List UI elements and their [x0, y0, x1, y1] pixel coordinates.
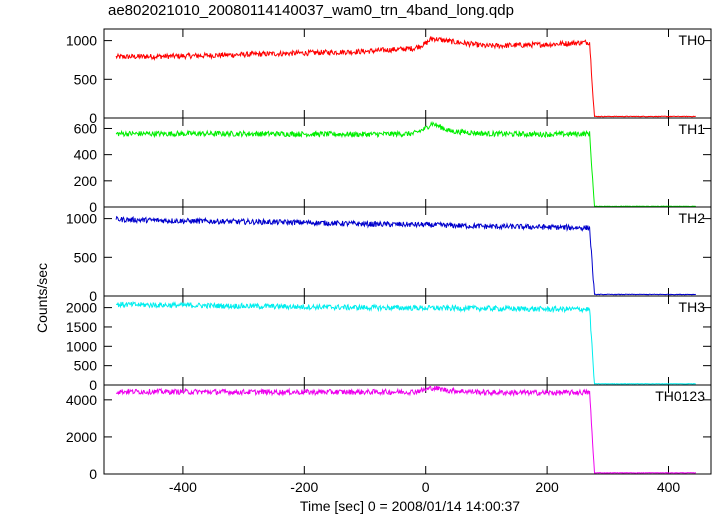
- x-axis-label: Time [sec] 0 = 2008/01/14 14:00:37: [299, 498, 521, 514]
- x-tick-label: 200: [535, 479, 559, 495]
- panel-th1: 0 200 400 600 TH1: [74, 117, 712, 215]
- panel-th3: 0 500 1000 1500 2000 TH3: [66, 295, 712, 393]
- series-label: TH0123: [655, 388, 705, 404]
- y-tick-label: 1000: [66, 211, 97, 227]
- chart-title: ae802021010_20080114140037_wam0_trn_4ban…: [108, 2, 514, 19]
- y-tick-label: 600: [74, 120, 98, 136]
- y-tick-label: 0: [89, 110, 97, 126]
- y-tick-label: 0: [89, 199, 97, 215]
- series-line-th1: [115, 121, 696, 208]
- panel-th2: 0 500 1000 TH2: [66, 206, 712, 304]
- y-tick-label: 400: [74, 147, 98, 163]
- y-tick-label: 0: [89, 288, 97, 304]
- panels-group: 0 500 1000 TH0 0 200 400 600 TH1 0 500 1000 TH2 0 500 1…: [66, 28, 712, 482]
- series-line-th0123: [115, 385, 697, 474]
- x-tick-label: -200: [290, 479, 318, 495]
- panel-th0: 0 500 1000 TH0: [66, 28, 712, 126]
- series-line-th0: [115, 35, 696, 118]
- y-tick-label: 500: [74, 249, 98, 265]
- y-tick-label: 1000: [66, 33, 97, 49]
- series-line-th3: [115, 300, 696, 385]
- y-tick-label: 500: [74, 358, 98, 374]
- x-tick-label: 0: [422, 479, 430, 495]
- y-tick-label: 2000: [66, 429, 97, 445]
- series-label: TH3: [679, 299, 706, 315]
- y-tick-label: 4000: [66, 392, 97, 408]
- panel-th0123: 0 2000 4000 TH0123: [66, 384, 712, 482]
- y-tick-label: 1500: [66, 319, 97, 335]
- y-tick-label: 0: [89, 466, 97, 482]
- y-tick-label: 2000: [66, 300, 97, 316]
- y-tick-label: 500: [74, 71, 98, 87]
- series-label: TH2: [679, 210, 706, 226]
- series-label: TH1: [679, 121, 706, 137]
- series-line-th2: [115, 215, 697, 296]
- panel-frame: [103, 384, 712, 475]
- y-tick-label: 200: [74, 173, 98, 189]
- x-tick-label: -400: [169, 479, 197, 495]
- y-tick-label: 1000: [66, 338, 97, 354]
- x-tick-label: 400: [657, 479, 681, 495]
- x-tick-labels: -400 -200 0 200 400: [169, 479, 681, 495]
- y-tick-label: 0: [89, 377, 97, 393]
- panel-frame: [103, 28, 712, 119]
- series-label: TH0: [679, 32, 706, 48]
